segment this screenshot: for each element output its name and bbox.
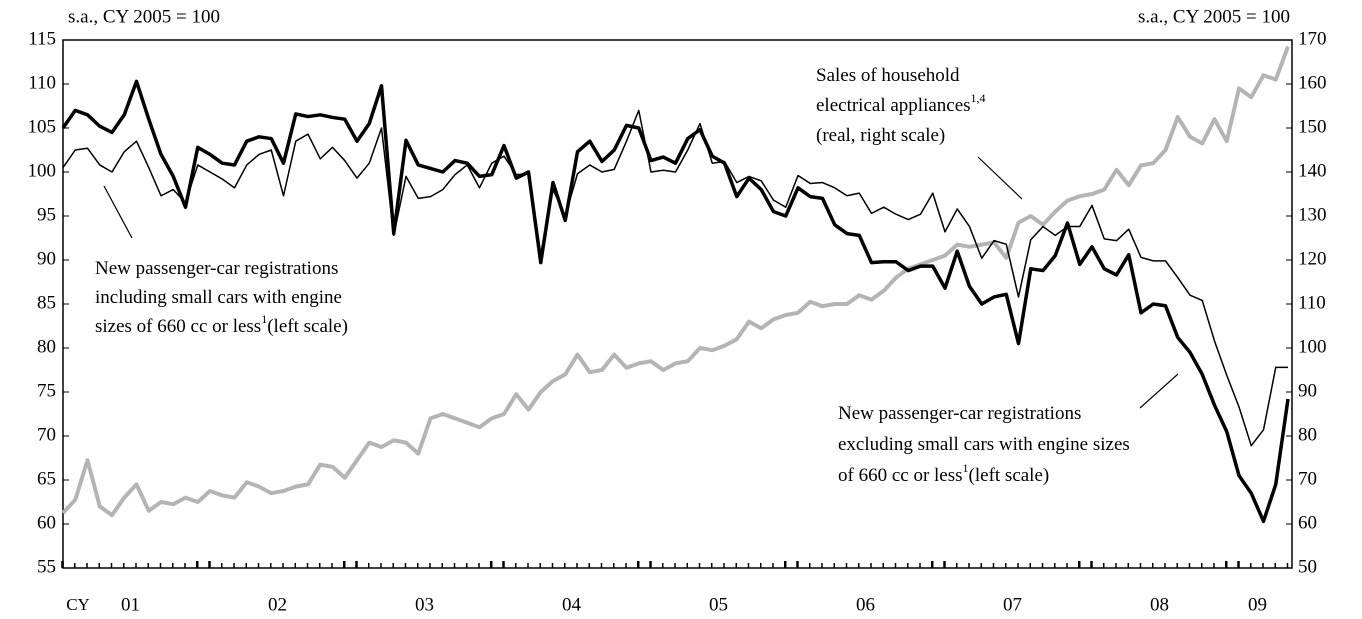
- x-tick-label: 01: [121, 594, 140, 615]
- x-tick-label: 07: [1003, 594, 1022, 615]
- series-line: [61, 79, 1290, 524]
- annotation-line: Sales of household: [816, 65, 960, 86]
- annotation-sup: 1: [261, 312, 267, 326]
- annotation-sup: 1: [963, 461, 969, 475]
- annotation-line: electrical appliances: [816, 95, 971, 116]
- annotation-after: (left scale): [267, 316, 348, 337]
- annotation-line: sizes of 660 cc or less: [95, 316, 261, 337]
- x-tick-label: 02: [268, 594, 287, 615]
- y2-tick-label: 80: [1298, 424, 1317, 445]
- annotation-line: New passenger-car registrations: [95, 258, 338, 279]
- x-tick-label: 04: [562, 594, 582, 615]
- annotation-sup: 1,4: [971, 91, 986, 105]
- annotation-line: excluding small cars with engine sizes: [838, 434, 1130, 455]
- x-tick-label: 09: [1248, 594, 1267, 615]
- annotation-text: New passenger-car registrations: [95, 258, 338, 279]
- x-tick-label: 08: [1150, 594, 1169, 615]
- y2-tick-label: 100: [1298, 336, 1327, 357]
- y2-tick-label: 160: [1298, 72, 1327, 93]
- y-tick-label: 105: [28, 116, 57, 137]
- series-line: [62, 109, 1288, 447]
- x-tick-label: 05: [709, 594, 728, 615]
- y2-tick-label: 70: [1298, 468, 1317, 489]
- y-tick-label: 95: [37, 204, 56, 225]
- annotation-line: of 660 cc or less: [838, 465, 963, 486]
- annotation-text: of 660 cc or less1(left scale): [838, 461, 1049, 487]
- series-line: [61, 45, 1290, 518]
- annotation-line: including small cars with engine: [95, 287, 342, 308]
- y-tick-label: 70: [37, 424, 56, 445]
- leader-line: [1139, 373, 1179, 409]
- annotation-text: Sales of household: [816, 65, 960, 86]
- y2-tick-label: 130: [1298, 204, 1327, 225]
- y-tick-label: 85: [37, 292, 56, 313]
- annotation-text: electrical appliances1,4: [816, 91, 986, 117]
- y2-tick-label: 170: [1298, 28, 1327, 49]
- annotation-text: New passenger-car registrations: [838, 403, 1081, 424]
- annotation-text: including small cars with engine: [95, 287, 342, 308]
- y-tick-label: 75: [37, 380, 56, 401]
- x-tick-label: 06: [856, 594, 875, 615]
- y-tick-label: 80: [37, 336, 56, 357]
- y-axis-label: s.a., CY 2005 = 100: [68, 6, 220, 27]
- leader-line: [103, 185, 133, 239]
- y-tick-label: 55: [37, 556, 56, 577]
- annotation-after: (left scale): [969, 465, 1050, 486]
- annotation-text: sizes of 660 cc or less1(left scale): [95, 312, 348, 338]
- y2-tick-label: 110: [1298, 292, 1326, 313]
- annotation-line: (real, right scale): [816, 125, 945, 146]
- y-tick-label: 90: [37, 248, 56, 269]
- y2-tick-label: 120: [1298, 248, 1327, 269]
- y-tick-label: 60: [37, 512, 56, 533]
- y2-tick-label: 50: [1298, 556, 1317, 577]
- x-tick-label: 03: [415, 594, 434, 615]
- y-tick-label: 110: [28, 72, 56, 93]
- y2-tick-label: 140: [1298, 160, 1327, 181]
- y-tick-label: 115: [28, 28, 56, 49]
- y-tick-label: 100: [28, 160, 57, 181]
- y2-tick-label: 150: [1298, 116, 1327, 137]
- leader-line: [977, 156, 1023, 200]
- y2-axis-label: s.a., CY 2005 = 100: [1138, 6, 1290, 27]
- y2-tick-label: 90: [1298, 380, 1317, 401]
- annotation-line: New passenger-car registrations: [838, 403, 1081, 424]
- x-prefix: CY: [66, 595, 90, 614]
- annotation-text: (real, right scale): [816, 125, 945, 146]
- annotation-text: excluding small cars with engine sizes: [838, 434, 1130, 455]
- y-tick-label: 65: [37, 468, 56, 489]
- y2-tick-label: 60: [1298, 512, 1317, 533]
